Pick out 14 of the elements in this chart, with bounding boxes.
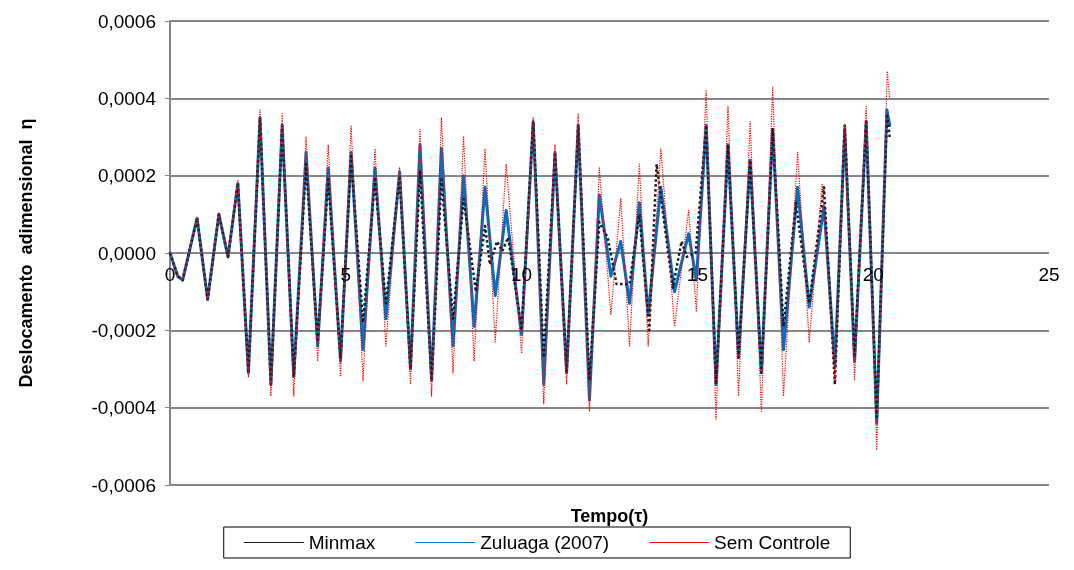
x-tick-label: 0 bbox=[164, 264, 176, 285]
y-tick-label: -0,0004 bbox=[91, 397, 157, 419]
y-tick-label: -0,0006 bbox=[91, 474, 156, 496]
x-tick-label: 25 bbox=[1038, 264, 1060, 285]
y-tick-label: 0,0006 bbox=[97, 10, 156, 32]
y-tick-label: -0,0002 bbox=[91, 319, 156, 341]
y-axis-title: Deslocamento adimensional η bbox=[16, 118, 36, 388]
x-axis-title: Tempo(τ) bbox=[570, 506, 649, 526]
legend-label: Sem Controle bbox=[714, 532, 831, 553]
y-tick-label: 0,0002 bbox=[97, 165, 156, 187]
legend-label: Minmax bbox=[308, 532, 376, 553]
legend-label: Zuluaga (2007) bbox=[480, 532, 610, 553]
y-tick-label: 0,0004 bbox=[97, 87, 157, 109]
y-tick-label: 0,0000 bbox=[97, 242, 156, 264]
